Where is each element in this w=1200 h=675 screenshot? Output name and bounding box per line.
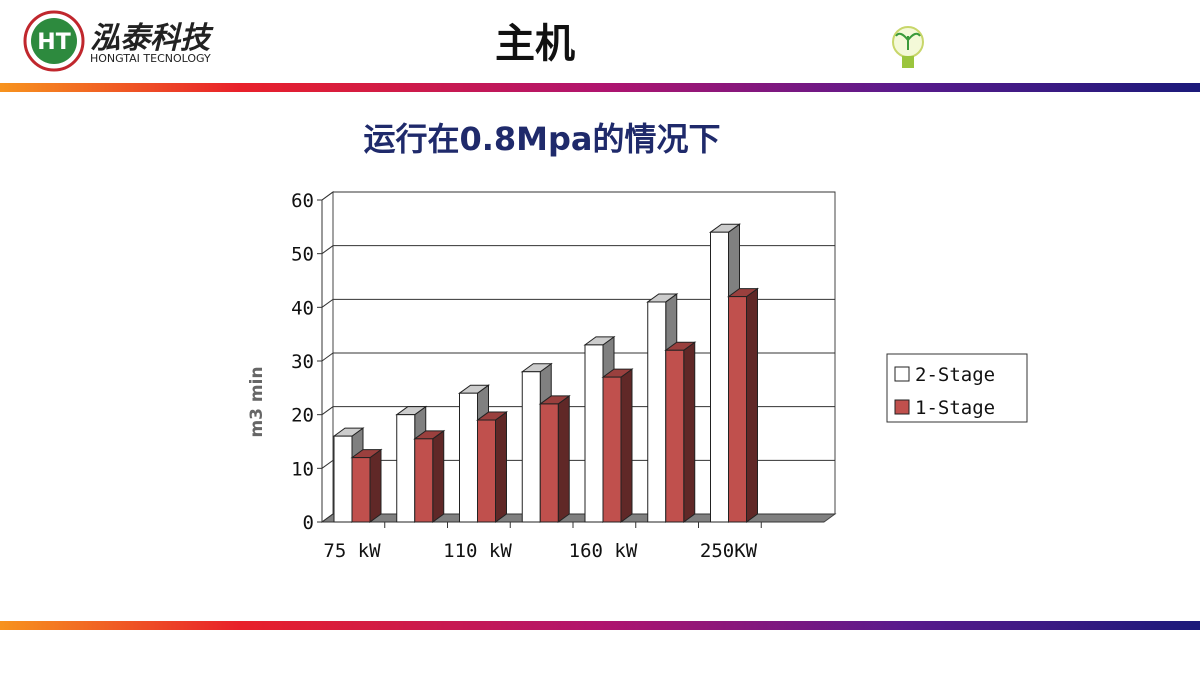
y-tick-label: 60: [291, 190, 314, 212]
bar-side: [683, 341, 696, 523]
legend-label: 1-Stage: [915, 397, 995, 419]
logo-disc: [31, 18, 77, 64]
bar: [459, 392, 478, 523]
bottom-stripe: [0, 621, 1200, 630]
bar: [477, 419, 496, 523]
bar-side: [369, 448, 382, 523]
top-stripe: [0, 83, 1200, 92]
logo-name: 泓泰科技: [90, 21, 214, 56]
bar-side: [620, 368, 633, 523]
x-tick-label: 75 kW: [323, 540, 381, 562]
y-tick-label: 50: [291, 244, 314, 266]
legend-swatch: [894, 399, 910, 415]
y-axis-label: m3 min: [247, 366, 267, 437]
logo-sub: HONGTAI TECNOLOGY: [90, 52, 211, 65]
x-tick-label: 250KW: [700, 540, 758, 562]
legend-label: 2-Stage: [915, 364, 995, 386]
bar-side: [432, 429, 445, 523]
legend-swatch: [894, 366, 910, 382]
x-tick-label: 160 kW: [569, 540, 638, 562]
grid-line: [321, 245, 835, 255]
bar-side: [495, 411, 507, 523]
grid-line: [321, 191, 835, 201]
bar: [521, 371, 541, 523]
bar: [539, 403, 559, 523]
legend-box: [886, 353, 1028, 423]
bar: [584, 344, 604, 523]
logo-mark: HT: [37, 30, 70, 55]
bar: [396, 414, 416, 523]
x-tick-label: 110 kW: [443, 540, 512, 562]
y-tick-label: 0: [303, 512, 314, 534]
y-tick-label: 20: [291, 405, 314, 427]
y-tick-label: 40: [291, 297, 314, 319]
bar: [665, 349, 685, 523]
y-tick-label: 10: [291, 458, 314, 480]
chart-title: 运行在0.8Mpa的情况下: [363, 120, 720, 158]
bar-side: [746, 287, 758, 523]
bar: [414, 438, 434, 523]
bar: [602, 376, 622, 523]
bar: [351, 457, 371, 523]
bar-side: [557, 394, 570, 523]
page-title: 主机: [495, 20, 575, 67]
chart: 0 10 20 30 40 50 60 75 kW 110 kW 160 kW 250KW 2-Sta…: [291, 190, 1028, 562]
y-tick-label: 30: [291, 351, 314, 373]
bar: [333, 435, 353, 523]
bar: [728, 296, 747, 523]
bulb-icon: [892, 26, 924, 68]
bar: [647, 301, 667, 523]
bar: [710, 231, 729, 523]
